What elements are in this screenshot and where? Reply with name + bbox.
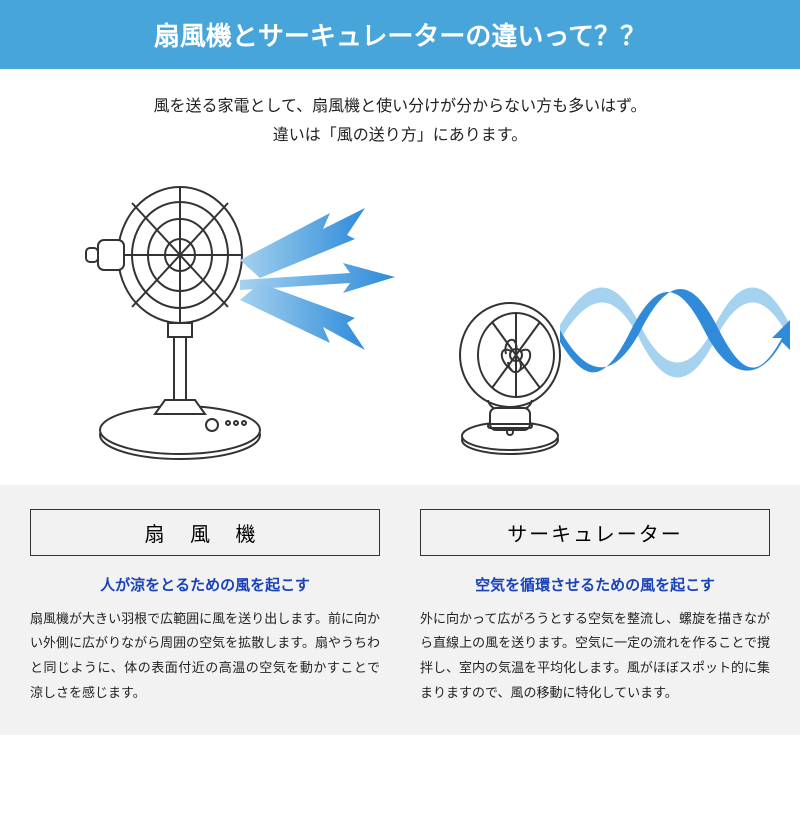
fan-subtitle: 人が涼をとるための風を起こす	[30, 574, 380, 595]
intro-line2: 違いは「風の送り方」にあります。	[20, 122, 780, 151]
fan-label: 扇 風 機	[144, 524, 265, 546]
circulator-body: 外に向かって広がろうとする空気を整流し、螺旋を描きながら直線上の風を送ります。空…	[420, 607, 770, 706]
comparison-columns: 扇 風 機 人が涼をとるための風を起こす 扇風機が大きい羽根で広範囲に風を送り出…	[0, 485, 800, 736]
fan-illustration	[30, 185, 400, 465]
spreading-arrows-icon	[235, 205, 405, 355]
circulator-illustration	[400, 185, 770, 465]
fan-label-box: 扇 風 機	[30, 509, 380, 556]
column-circulator: サーキュレーター 空気を循環させるための風を起こす 外に向かって広がろうとする空…	[420, 509, 770, 706]
visuals-row	[0, 175, 800, 485]
intro-text: 風を送る家電として、扇風機と使い分けが分からない方も多いはず。 違いは「風の送り…	[0, 69, 800, 175]
header-banner: 扇風機とサーキュレーターの違いって？？	[0, 0, 800, 69]
header-title: 扇風機とサーキュレーターの違いって？？	[154, 21, 646, 51]
fan-body: 扇風機が大きい羽根で広範囲に風を送り出します。前に向かい外側に広がりながら周囲の…	[30, 607, 380, 706]
spiral-airflow-icon	[560, 260, 790, 390]
circulator-label: サーキュレーター	[507, 524, 683, 546]
circulator-label-box: サーキュレーター	[420, 509, 770, 556]
intro-line1: 風を送る家電として、扇風機と使い分けが分からない方も多いはず。	[20, 93, 780, 122]
column-fan: 扇 風 機 人が涼をとるための風を起こす 扇風機が大きい羽根で広範囲に風を送り出…	[30, 509, 380, 706]
circulator-subtitle: 空気を循環させるための風を起こす	[420, 574, 770, 595]
air-circulator-icon	[440, 300, 580, 460]
